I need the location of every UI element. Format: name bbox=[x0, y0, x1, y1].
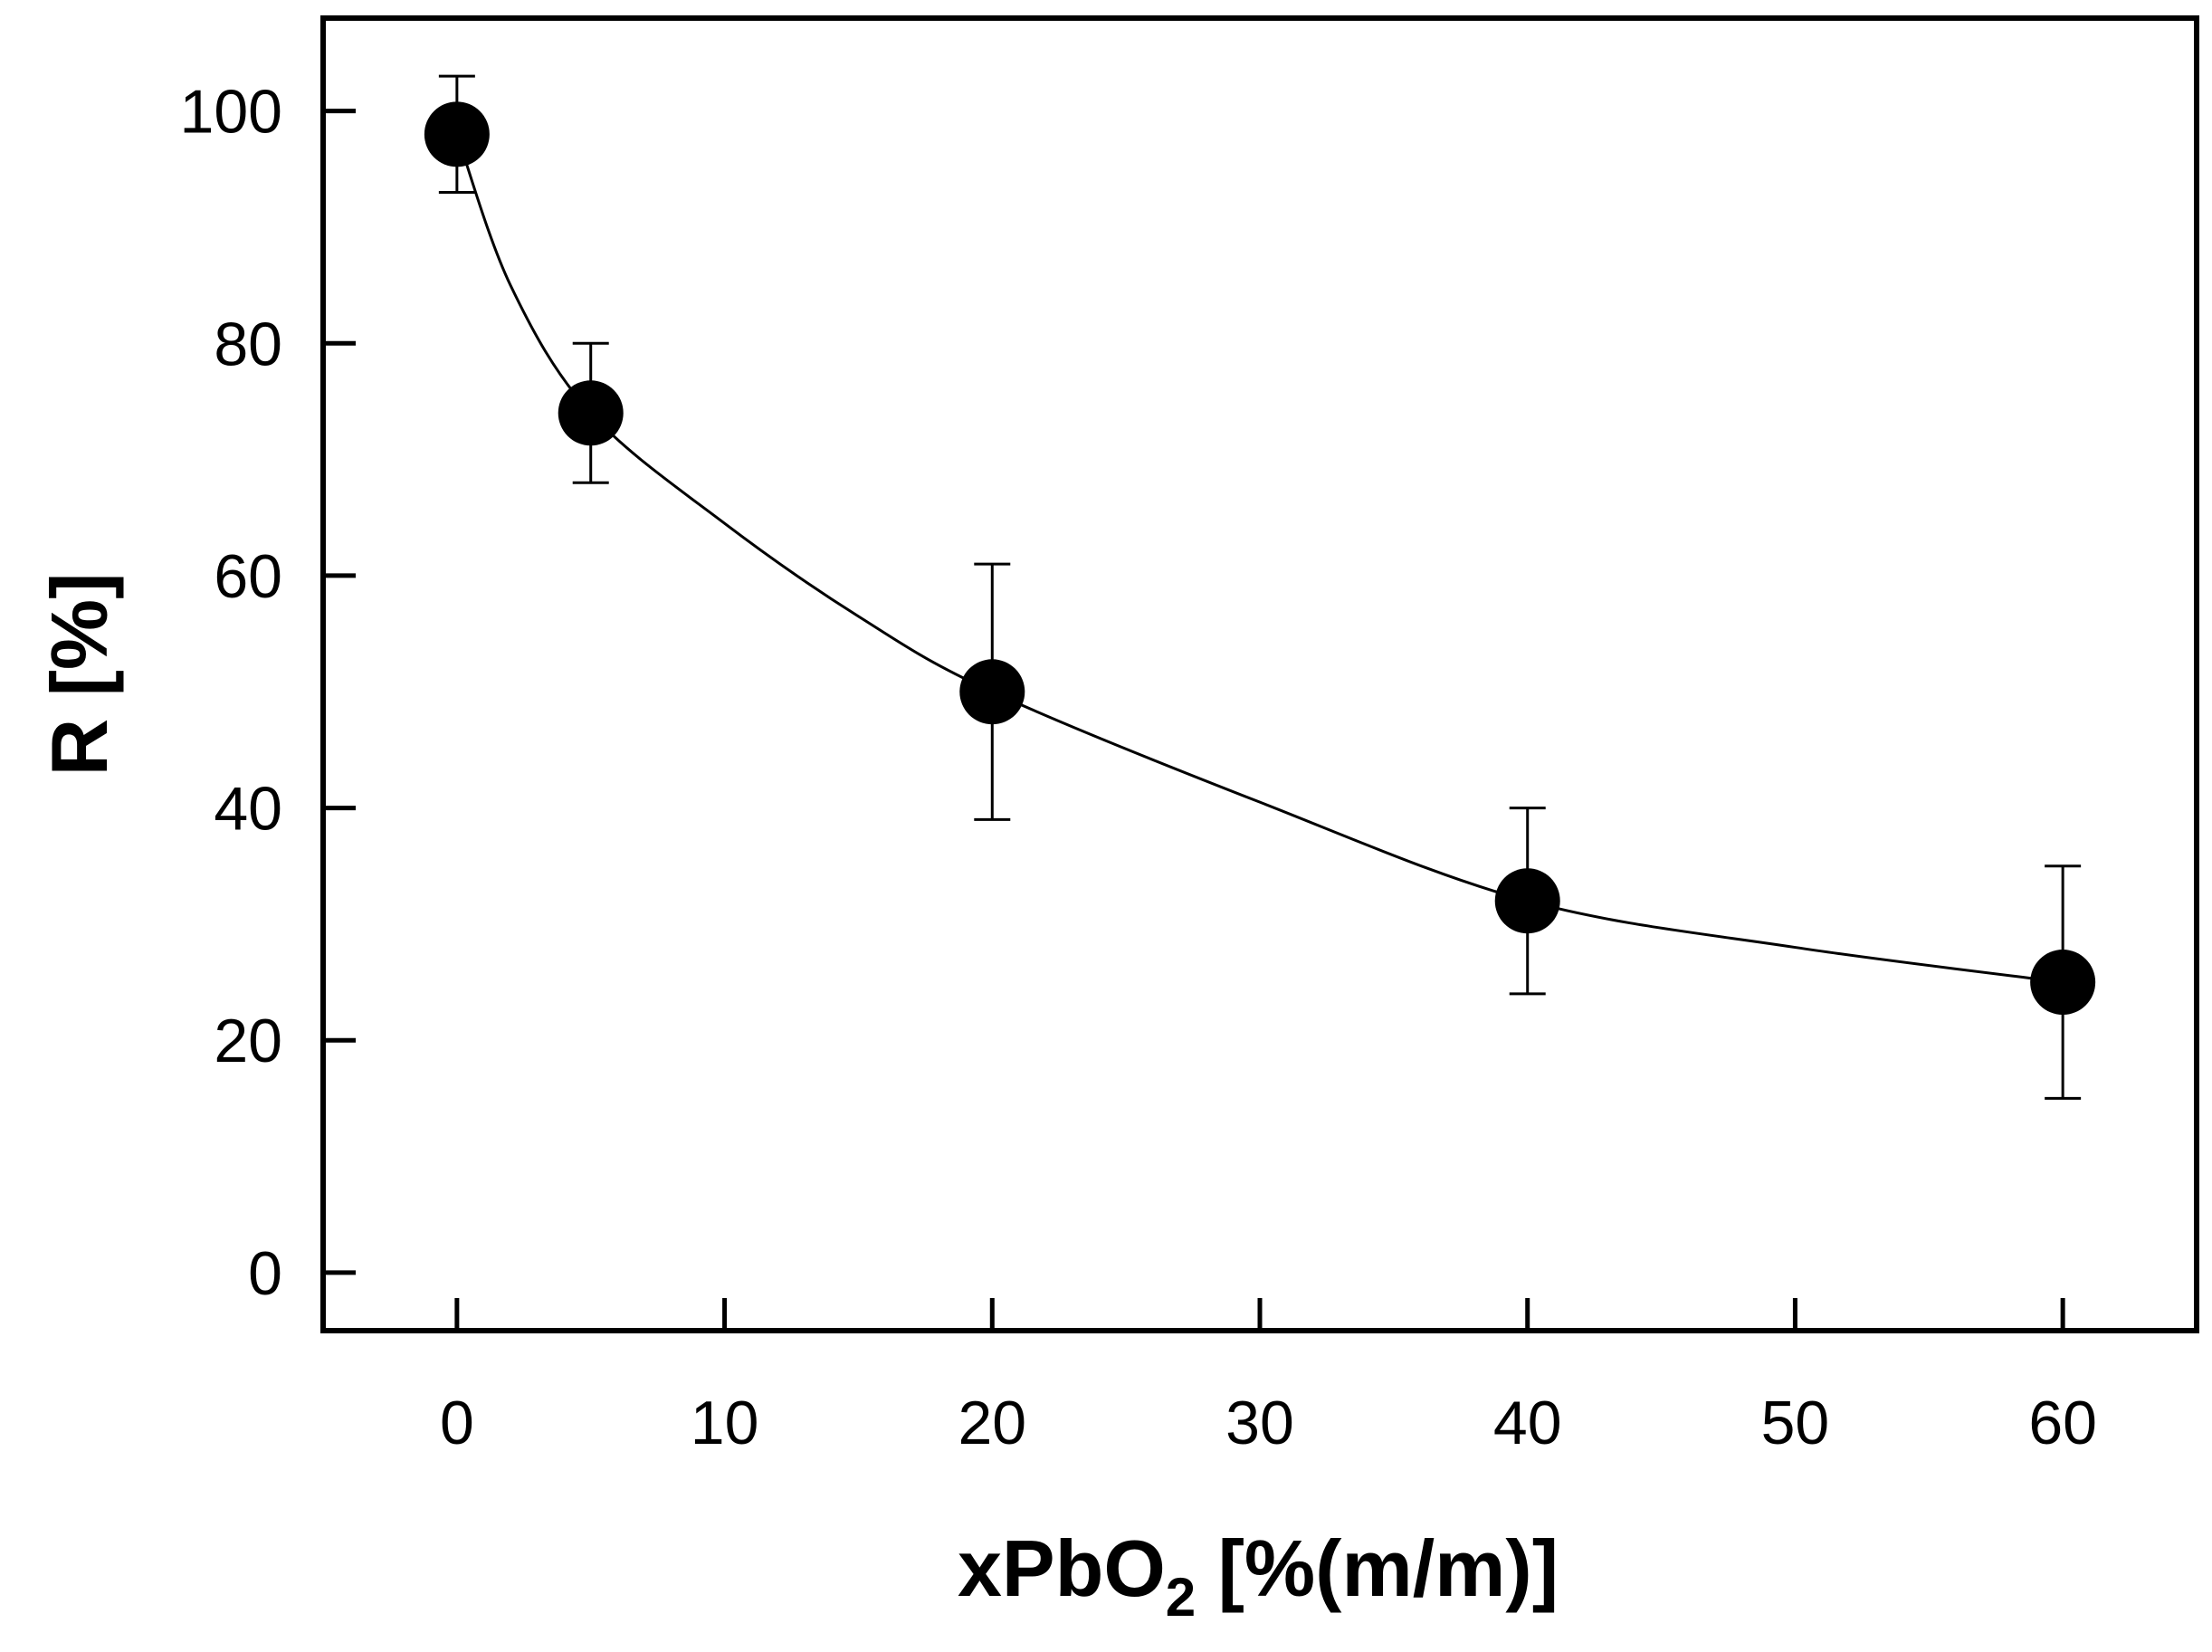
y-tick-label: 0 bbox=[248, 1239, 282, 1308]
x-tick-label: 10 bbox=[691, 1389, 759, 1457]
data-point bbox=[424, 101, 490, 167]
y-tick-label: 80 bbox=[214, 310, 282, 378]
data-point bbox=[1494, 868, 1560, 934]
error-bars-group bbox=[438, 74, 2082, 1100]
x-axis-title: xPbO2 [%(m/m)] bbox=[958, 1523, 1559, 1628]
y-tick-label: 100 bbox=[180, 78, 282, 147]
y-ticks-group: 0 20 40 60 80 100 bbox=[180, 78, 356, 1308]
x-tick-label: 30 bbox=[1225, 1389, 1294, 1457]
x-axis-title-subscript: 2 bbox=[1166, 1567, 1196, 1628]
x-tick-label: 60 bbox=[2028, 1389, 2097, 1457]
x-tick-label: 50 bbox=[1761, 1389, 1830, 1457]
data-point bbox=[959, 659, 1025, 725]
x-axis-title-suffix: [%(m/m)] bbox=[1196, 1523, 1559, 1613]
fit-curve-line bbox=[455, 133, 2064, 984]
y-tick-label: 60 bbox=[214, 542, 282, 611]
data-points-group bbox=[424, 101, 2096, 1016]
x-ticks-group: 0 10 20 30 40 50 60 bbox=[440, 1298, 2097, 1457]
y-axis-title: R [%] bbox=[34, 573, 124, 777]
x-tick-label: 40 bbox=[1493, 1389, 1562, 1457]
data-point bbox=[2030, 950, 2096, 1016]
x-tick-label: 0 bbox=[440, 1389, 474, 1457]
y-tick-label: 20 bbox=[214, 1007, 282, 1075]
fit-curve-group bbox=[455, 133, 2064, 984]
y-tick-label: 40 bbox=[214, 775, 282, 844]
plot-frame bbox=[320, 15, 2199, 1333]
x-axis-title-prefix: xPbO bbox=[958, 1523, 1166, 1613]
x-tick-label: 20 bbox=[958, 1389, 1026, 1457]
data-point bbox=[558, 380, 624, 446]
